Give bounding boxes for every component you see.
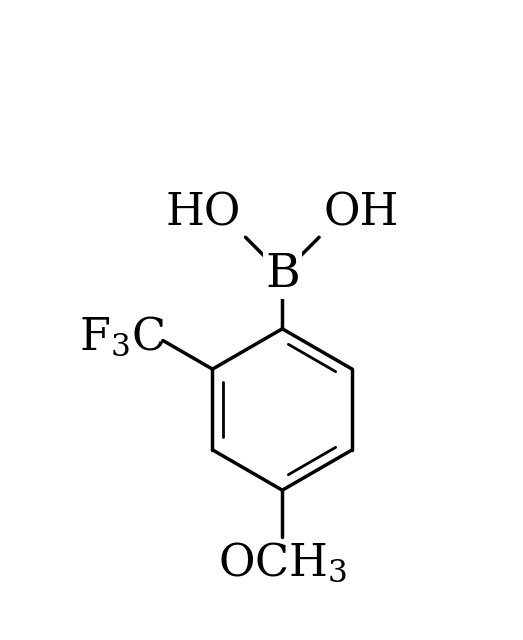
Text: $\mathregular{OCH_3}$: $\mathregular{OCH_3}$ (218, 541, 347, 586)
Text: HO: HO (166, 191, 241, 235)
Text: OH: OH (323, 191, 399, 235)
Text: $\mathregular{F_3C}$: $\mathregular{F_3C}$ (79, 316, 164, 360)
Text: B: B (265, 252, 300, 297)
